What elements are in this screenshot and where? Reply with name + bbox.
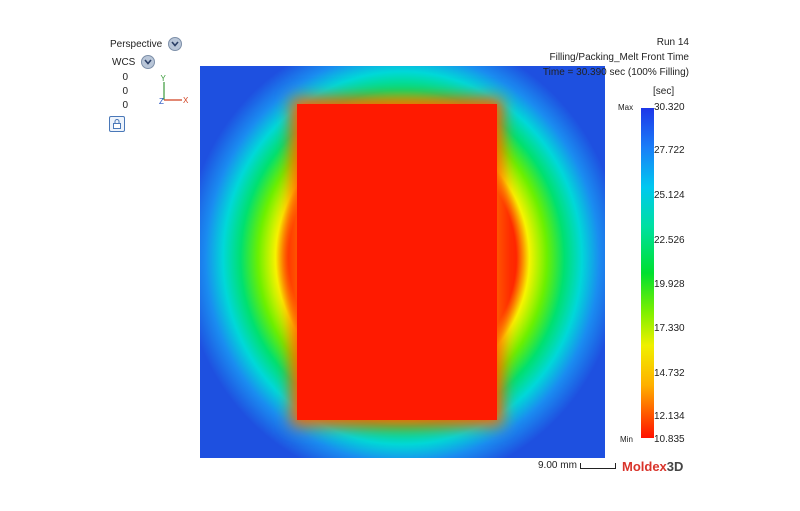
legend-tick-label: 10.835 [654, 434, 685, 445]
chevron-down-icon [171, 41, 179, 47]
view-lock-button[interactable] [109, 116, 125, 132]
coord-x-value: 0 [122, 72, 128, 83]
legend-tick-label: 25.124 [654, 190, 685, 201]
chevron-down-icon [144, 59, 152, 65]
scale-bar [580, 463, 616, 469]
legend-tick-label: 12.134 [654, 411, 685, 422]
legend-tick-label: 14.732 [654, 368, 685, 379]
legend-min-marker: Min [620, 435, 633, 444]
legend-tick-label: 27.722 [654, 145, 685, 156]
legend-tick-label: 30.320 [654, 102, 685, 113]
legend-tick-label: 22.526 [654, 235, 685, 246]
legend-tick-label: 17.330 [654, 323, 685, 334]
scale-length-label: 9.00 mm [538, 460, 577, 471]
perspective-dropdown-button[interactable] [168, 37, 183, 51]
coord-y-value: 0 [122, 86, 128, 97]
logo-suffix-text: 3D [666, 459, 684, 474]
coord-z-value: 0 [122, 100, 128, 111]
moldex3d-logo: Moldex3D [622, 459, 683, 474]
model-viewport[interactable] [200, 66, 605, 458]
perspective-label: Perspective [110, 38, 163, 50]
result-title: Filling/Packing_Melt Front Time [549, 52, 690, 63]
axis-triad-icon: Y Z X [159, 74, 189, 106]
wcs-label: WCS [112, 56, 136, 68]
perspective-control: Perspective [110, 37, 183, 51]
axis-y-label: Y [161, 74, 167, 83]
wcs-control: WCS [112, 55, 156, 69]
legend-color-bar [641, 108, 654, 438]
axis-z-label: Z [159, 97, 164, 106]
lock-icon [113, 119, 121, 129]
legend-tick-label: 19.928 [654, 279, 685, 290]
legend-max-marker: Max [618, 103, 634, 112]
legend-unit-label: [sec] [653, 86, 675, 97]
gate-region [297, 104, 497, 420]
logo-main-text: Moldex [622, 459, 667, 474]
run-label: Run 14 [656, 37, 689, 48]
wcs-dropdown-button[interactable] [141, 55, 156, 69]
time-readout: Time = 30.390 sec (100% Filling) [542, 67, 689, 78]
axis-x-label: X [183, 96, 189, 105]
